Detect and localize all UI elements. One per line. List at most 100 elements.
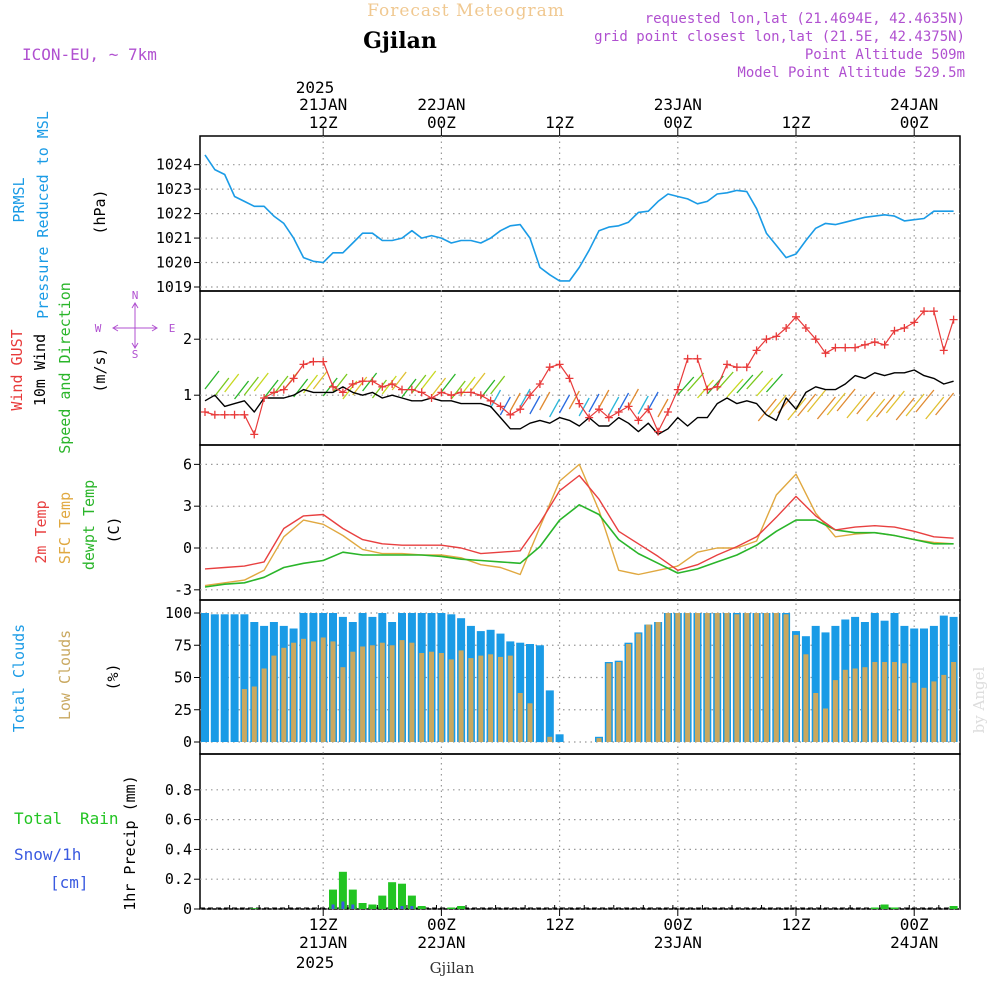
precip-ytick-label: 0.8 [165,781,192,799]
low-cloud-bar [438,653,444,742]
wind-arrow [332,373,348,393]
wind-gust-marker [585,413,594,422]
wind-arrow [875,394,896,418]
cloud-ytick-label: 75 [174,636,192,654]
wind-arrow [925,396,945,420]
wind-gust-marker [526,391,535,400]
bottom-date-label: 23JAN [654,933,702,952]
wind-gust-marker [624,402,633,411]
precip-panel-labels: Total Rain Snow/1h [cm] 1hr Precip (mm) [14,775,139,910]
wind-gust-marker [949,315,958,324]
cloud-unit-label: (%) [104,663,122,690]
station-name: Gjilan [363,28,437,54]
low-cloud-bar [596,738,602,742]
low-cloud-bar [547,736,553,742]
low-cloud-bar [941,674,947,742]
rain-bar [368,904,377,909]
total-cloud-bar [201,613,209,742]
total-cloud-bar [920,628,928,742]
precip-rain-label: Rain [80,809,119,828]
wind-arrow [687,372,705,392]
t2m-temp-line [204,474,954,571]
temp-panel-labels: 2m Temp SFC Temp dewpt Temp (C) [32,480,123,570]
cloud-panel: 0 25 50 75 100 [165,604,960,751]
wind-arrow [647,391,659,411]
wind-gust-marker [851,343,860,352]
low-cloud-bar [320,637,326,742]
low-cloud-bar [409,642,415,742]
low-cloud-bar [793,634,799,742]
wind-arrow [391,371,407,391]
wind-gust-marker [506,410,515,419]
bottom-time-label: 00Z [900,915,929,934]
wind-gust-marker [358,377,367,386]
wind-arrow [401,378,417,398]
wind-gust-marker [220,410,229,419]
wind-gust-marker [683,354,692,363]
wind-gust-marker [703,385,712,394]
requested-coords: requested lon,lat (21.4694E, 42.4635N) [645,11,965,27]
low-cloud-bar [271,655,277,742]
wind-unit-label: (m/s) [91,347,109,392]
compass-n: N [132,289,139,302]
wind-arrow [598,389,610,409]
bottom-year-label: 2025 [296,953,335,972]
low-cloud-bar [301,638,306,742]
wind-arrow [578,397,590,417]
total-cloud-bar [821,632,830,742]
wind-gust-marker [762,335,771,344]
model-label: ICON-EU, ~ 7km [22,45,157,64]
low-cloud-bar [783,614,789,742]
low-cloud-bar [734,614,740,742]
wind-gust-marker [723,360,732,369]
pressure-desc-label: Pressure Reduced to MSL [34,111,52,319]
top-date-label: 21JAN [299,95,347,114]
wind-arrow [519,388,531,408]
low-cloud-bar [369,645,375,743]
cloud-ytick-label: 100 [165,604,192,622]
wind-gust-marker [910,318,919,327]
top-date-label: 23JAN [654,95,702,114]
bottom-time-label: 12Z [782,915,811,934]
wind-gust-marker [496,402,505,411]
wind-gust-marker [713,382,722,391]
wind-arrow [846,395,866,419]
low-cloud-bar [340,667,346,742]
wind-gust-marker [289,374,298,383]
wind-arrow [866,398,886,422]
wind-panel-labels: Wind GUST 10m Wind Speed and Direction (… [8,282,175,454]
wind-gust-marker [368,377,377,386]
wind-gust-marker [407,385,416,394]
low-cloud-bar [488,654,494,742]
wind-arrow [895,397,915,421]
precip-ytick-label: 0.6 [165,811,192,829]
top-time-label: 12Z [782,113,811,132]
low-cloud-bar [360,646,366,742]
wind-gust-marker [398,385,406,394]
compass-w: W [95,322,102,335]
chart-title: Forecast Meteogram [367,1,565,21]
temp-unit-label: (C) [105,516,123,543]
wind-arrow [243,376,259,396]
wind-arrow [440,373,456,393]
wind-arrow [253,372,269,392]
wind-arrow [756,377,774,397]
pressure-ytick-label: 1021 [156,229,192,247]
wind-gust-marker [742,363,751,372]
temp-ytick-label: 6 [183,455,192,473]
wind-arrow [935,392,955,416]
wind-gust-marker [388,380,397,388]
wind-arrow [450,380,466,400]
wind-gust-marker [476,391,485,400]
snow-bar [341,901,345,909]
wind-gust-marker [319,357,328,366]
wind-arrow [765,373,783,393]
low-cloud-bar [685,613,691,742]
wind-arrow [549,398,561,418]
wind-arrow [915,389,935,413]
total-cloud-bar [811,625,820,742]
bottom-time-label: 00Z [427,915,456,934]
low-clouds-label: Low Clouds [56,630,74,720]
total-cloud-bar [555,734,564,742]
total-cloud-bar [545,690,554,742]
